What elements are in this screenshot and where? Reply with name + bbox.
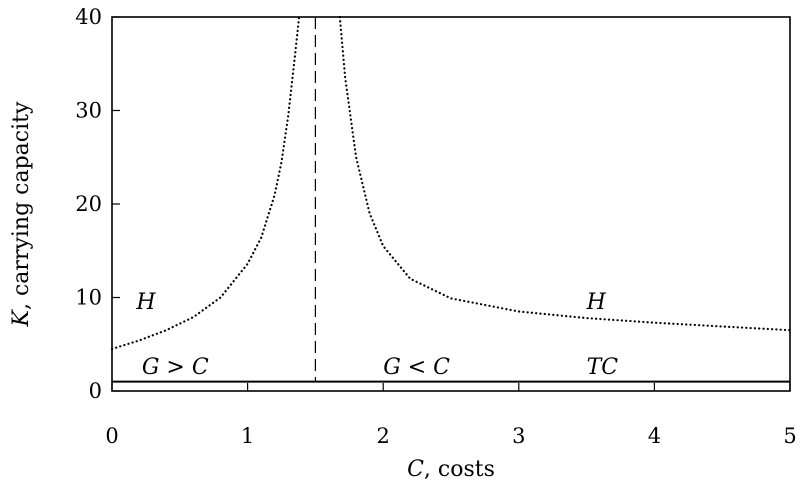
series-h-right-curve bbox=[338, 15, 792, 332]
series-h-left-curve bbox=[110, 15, 301, 350]
x-tick-label: 3 bbox=[512, 424, 525, 448]
x-tick-label: 1 bbox=[241, 424, 254, 448]
y-tick-label: 0 bbox=[89, 379, 102, 403]
x-axis-symbol: C bbox=[407, 457, 424, 482]
annotation-label: H bbox=[135, 290, 156, 315]
x-tick-label: 4 bbox=[648, 424, 661, 448]
y-tick-label: 40 bbox=[75, 5, 102, 29]
annotation-label: G > C bbox=[142, 355, 209, 380]
annotation-label: TC bbox=[587, 355, 619, 380]
plot-frame bbox=[111, 16, 791, 392]
y-axis-label: K, carrying capacity bbox=[9, 101, 34, 327]
plot-marks bbox=[110, 15, 792, 383]
x-axis-text: , costs bbox=[424, 457, 495, 482]
y-axis-text: , carrying capacity bbox=[9, 101, 34, 310]
annotation-label: H bbox=[586, 290, 607, 315]
x-tick-label: 2 bbox=[377, 424, 390, 448]
x-tick-label: 0 bbox=[105, 424, 118, 448]
y-tick-label: 20 bbox=[75, 192, 102, 216]
x-tick-label: 5 bbox=[783, 424, 796, 448]
y-axis-symbol: K bbox=[9, 308, 34, 327]
axis-ticks: 0 1 2 3 4 5 0 10 20 30 40 bbox=[75, 5, 796, 448]
y-tick-label: 30 bbox=[75, 99, 102, 123]
annotations: H H G > C G < C TC bbox=[135, 290, 618, 380]
annotation-label: G < C bbox=[383, 355, 450, 380]
y-tick-label: 10 bbox=[75, 286, 102, 310]
x-axis-label: C, costs bbox=[407, 457, 495, 482]
